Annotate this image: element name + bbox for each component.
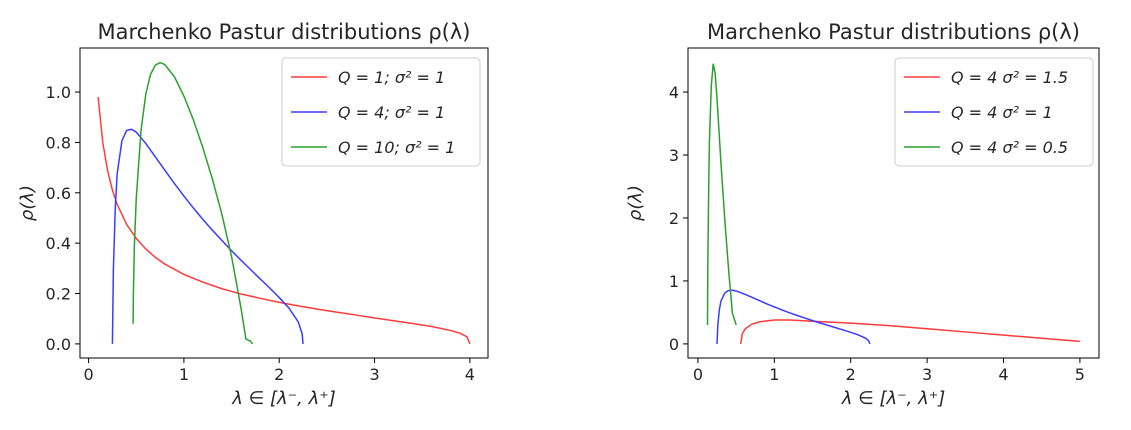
x-tick-label: 0 [83, 365, 93, 384]
legend-label: Q = 10; σ² = 1 [338, 138, 455, 157]
plot-frame [79, 47, 489, 359]
series-line-1 [739, 319, 1080, 345]
x-tick-label: 3 [922, 365, 932, 384]
y-tick-label: 1.0 [46, 83, 71, 102]
y-tick-label: 0.6 [46, 184, 71, 203]
x-axis-label: λ ∈ [λ⁻, λ⁺] [231, 388, 336, 409]
x-axis-label: λ ∈ [λ⁻, λ⁺] [841, 388, 946, 409]
chart-panel-2: 0 1 2 3 4 5 0 1 2 3 4 Marchenko Pastur distribution… [625, 20, 1100, 409]
legend-label: Q = 4 σ² = 0.5 [951, 138, 1068, 157]
y-tick-label: 0 [669, 335, 679, 354]
legend-box [894, 57, 1094, 167]
x-tick-label: 1 [769, 365, 779, 384]
chart-title: Marchenko Pastur distributions ρ(λ) [98, 20, 471, 44]
y-tick-label: 2 [669, 209, 679, 228]
series-line-3 [706, 63, 737, 326]
plot-frame [687, 47, 1100, 359]
x-tick-label: 1 [179, 365, 189, 384]
legend-label: Q = 4 σ² = 1 [951, 103, 1053, 122]
x-tick-label: 2 [274, 365, 284, 384]
y-tick-label: 1 [669, 272, 679, 291]
x-tick-label: 0 [693, 365, 703, 384]
series-line-2 [111, 128, 304, 344]
y-axis-label: ρ(λ) [17, 185, 38, 221]
legend: Q = 1; σ² = 1 Q = 4; σ² = 1 Q = 10; σ² = 1 [281, 57, 481, 167]
chart-title: Marchenko Pastur distributions ρ(λ) [707, 20, 1080, 44]
legend-label: Q = 4; σ² = 1 [338, 103, 445, 122]
legend-label: Q = 4 σ² = 1.5 [951, 68, 1068, 87]
y-tick-label: 0.2 [46, 285, 71, 304]
series-line-3 [132, 61, 254, 345]
y-tick-label: 3 [669, 146, 679, 165]
y-tick-label: 4 [669, 83, 679, 102]
chart-panel-1: 0 1 2 3 4 0.0 0.2 0.4 0.6 0.8 1.0 Marchenko Pastur … [17, 20, 489, 409]
legend-box [281, 57, 481, 167]
series-line-1 [97, 97, 471, 345]
y-tick-label: 0.4 [46, 234, 71, 253]
x-tick-label: 4 [465, 365, 475, 384]
x-tick-label: 3 [369, 365, 379, 384]
y-tick-label: 0.0 [46, 335, 71, 354]
x-tick-label: 4 [998, 365, 1008, 384]
series-line-2 [716, 289, 871, 345]
y-tick-label: 0.8 [46, 133, 71, 152]
legend: Q = 4 σ² = 1.5 Q = 4 σ² = 1 Q = 4 σ² = 0.5 [894, 57, 1094, 167]
x-tick-label: 5 [1075, 365, 1085, 384]
x-tick-label: 2 [846, 365, 856, 384]
legend-label: Q = 1; σ² = 1 [338, 68, 445, 87]
y-axis-label: ρ(λ) [625, 185, 646, 221]
